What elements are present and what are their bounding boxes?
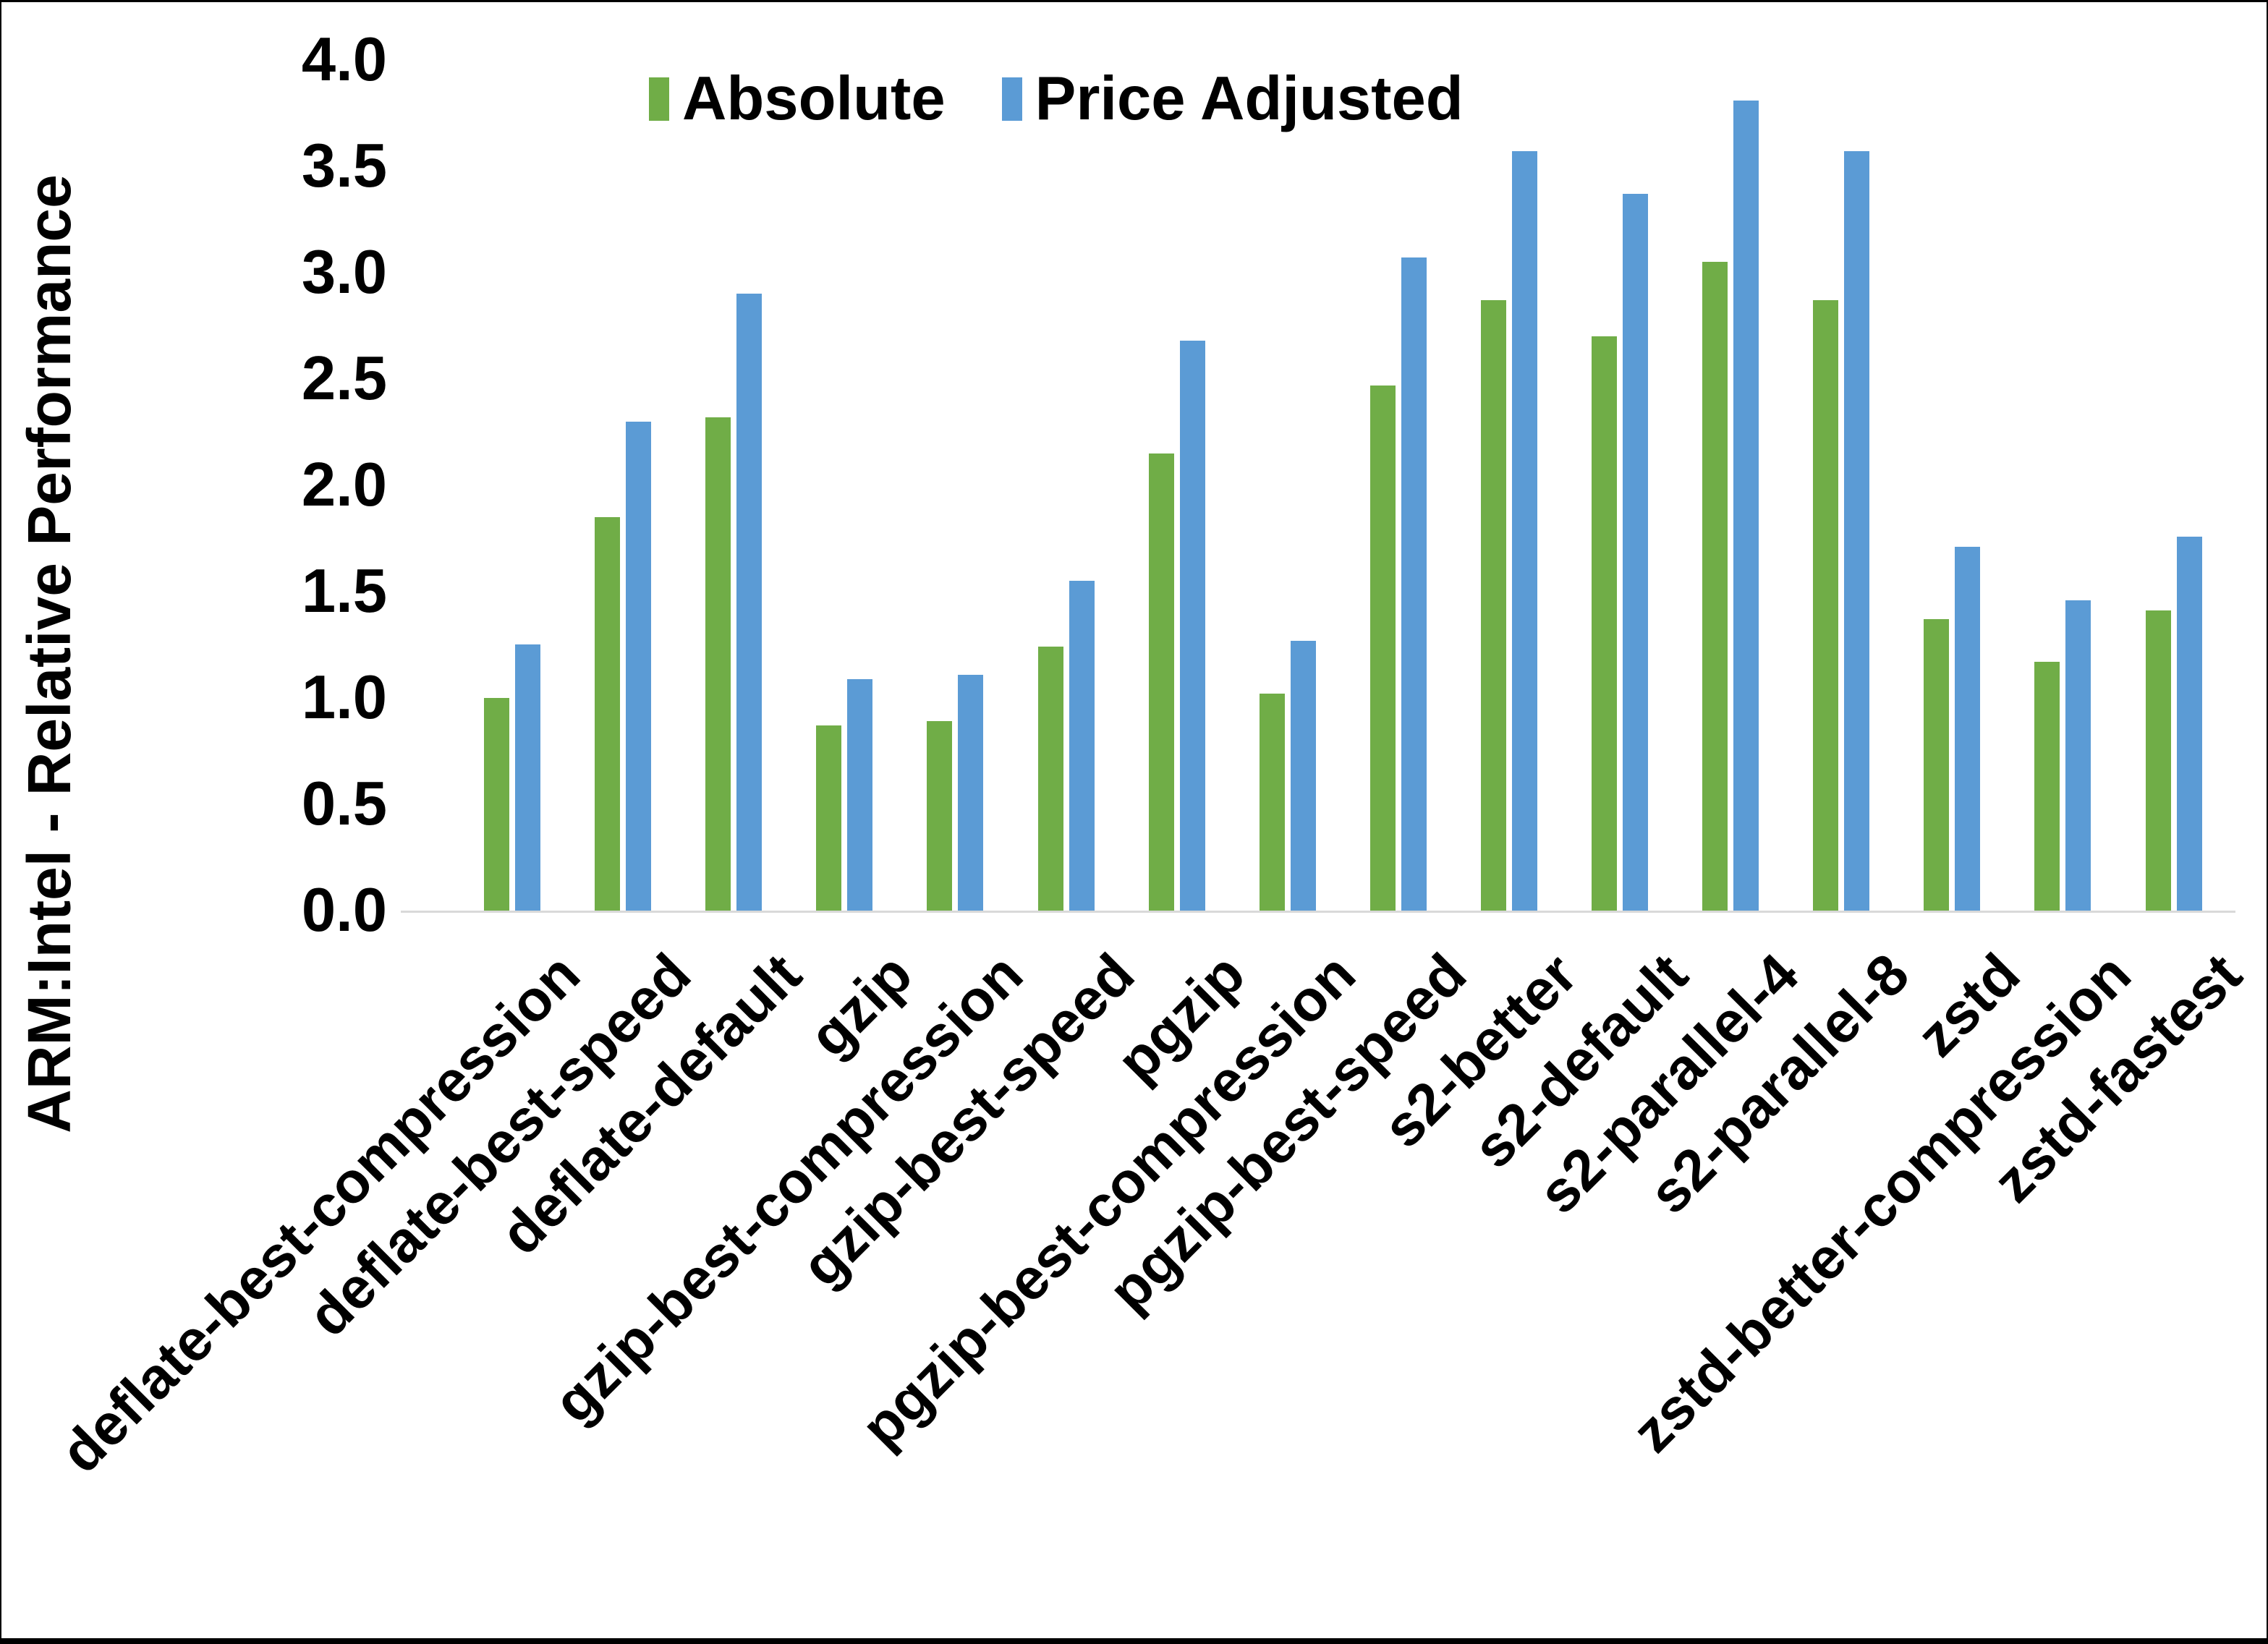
bar-price-adjusted-s2-better bbox=[1512, 151, 1537, 911]
x-axis-line bbox=[401, 911, 2235, 913]
bar-price-adjusted-pgzip-best-speed bbox=[1401, 257, 1427, 911]
absolute-series-swatch-icon bbox=[649, 77, 669, 121]
y-tick-label: 1.5 bbox=[301, 557, 387, 626]
bar-absolute-gzip-best-speed bbox=[1038, 647, 1063, 911]
bar-absolute-s2-parallel-4 bbox=[1702, 262, 1728, 911]
bar-price-adjusted-deflate-best-compression bbox=[515, 644, 540, 911]
bar-absolute-s2-default bbox=[1592, 336, 1617, 911]
legend-item-price-adjusted: Price Adjusted bbox=[1001, 64, 1464, 133]
bar-absolute-pgzip-best-compression bbox=[1260, 694, 1285, 911]
y-tick-label: 0.0 bbox=[301, 876, 387, 945]
bar-absolute-pgzip-best-speed bbox=[1370, 386, 1396, 911]
bar-price-adjusted-pgzip-best-compression bbox=[1291, 641, 1316, 911]
bar-price-adjusted-gzip bbox=[847, 679, 872, 911]
legend-item-absolute: Absolute bbox=[649, 66, 946, 132]
bar-price-adjusted-s2-parallel-8 bbox=[1844, 151, 1869, 911]
bar-price-adjusted-deflate-default bbox=[736, 294, 762, 911]
bar-price-adjusted-pgzip bbox=[1180, 341, 1205, 911]
y-tick-label: 2.0 bbox=[301, 451, 387, 519]
y-tick-label: 1.0 bbox=[301, 663, 387, 732]
bar-price-adjusted-deflate-best-speed bbox=[626, 422, 651, 911]
bar-price-adjusted-gzip-best-speed bbox=[1069, 581, 1095, 911]
legend-label-absolute: Absolute bbox=[682, 64, 946, 133]
bar-absolute-s2-better bbox=[1481, 300, 1506, 911]
y-tick-label: 3.5 bbox=[301, 132, 387, 200]
bar-absolute-zstd bbox=[1924, 619, 1949, 911]
bar-price-adjusted-zstd bbox=[1955, 547, 1980, 911]
y-tick-label: 3.0 bbox=[301, 238, 387, 307]
bar-price-adjusted-s2-default bbox=[1623, 194, 1648, 911]
bar-absolute-gzip-best-compression bbox=[927, 721, 952, 911]
bar-absolute-deflate-default bbox=[705, 417, 731, 911]
y-tick-label: 2.5 bbox=[301, 344, 387, 413]
bar-price-adjusted-gzip-best-compression bbox=[958, 675, 983, 911]
bar-absolute-s2-parallel-8 bbox=[1813, 300, 1838, 911]
legend: Absolute Price Adjusted bbox=[649, 66, 1464, 132]
bar-absolute-deflate-best-speed bbox=[595, 517, 620, 911]
bar-absolute-gzip bbox=[816, 725, 841, 911]
y-axis-title: ARM:Intel - Relative Performance bbox=[15, 174, 83, 1133]
bar-absolute-zstd-better-compression bbox=[2034, 662, 2060, 911]
bar-absolute-zstd-fastest bbox=[2146, 610, 2171, 911]
price-adjusted-series-swatch-icon bbox=[1001, 77, 1022, 121]
y-tick-label: 4.0 bbox=[301, 25, 387, 94]
bar-price-adjusted-s2-parallel-4 bbox=[1733, 101, 1759, 911]
bar-price-adjusted-zstd-better-compression bbox=[2065, 600, 2091, 911]
bar-price-adjusted-zstd-fastest bbox=[2177, 537, 2202, 911]
bar-absolute-pgzip bbox=[1149, 453, 1174, 911]
y-tick-label: 0.5 bbox=[301, 770, 387, 838]
legend-label-price-adjusted: Price Adjusted bbox=[1035, 64, 1464, 133]
bar-absolute-deflate-best-compression bbox=[484, 698, 509, 911]
